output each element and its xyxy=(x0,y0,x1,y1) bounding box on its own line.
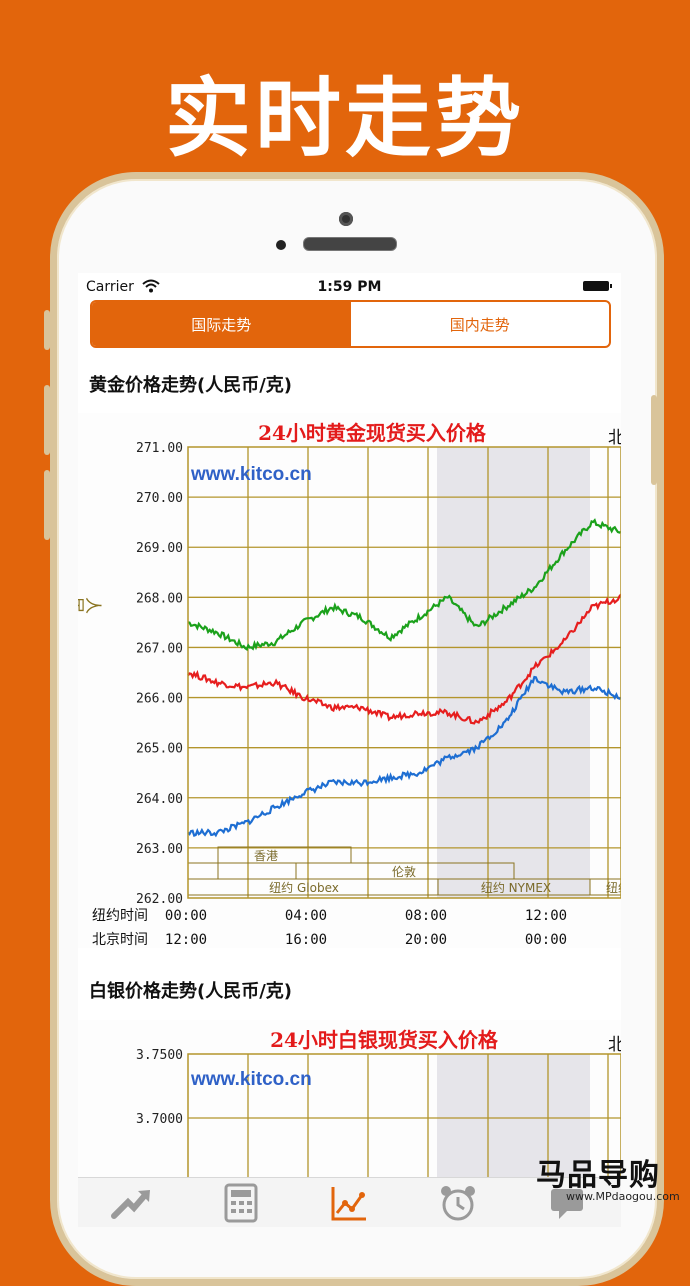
gold-x-tick: 04:00 xyxy=(285,908,327,924)
gold-y-tick: 268.00 xyxy=(136,591,183,606)
gold-market-session-box xyxy=(589,878,621,896)
gold-chart-ylabel: 人民币/克 xyxy=(78,593,102,614)
proximity-sensor xyxy=(276,240,286,250)
silver-chart-frame xyxy=(187,1053,621,1180)
gold-y-tick: 267.00 xyxy=(136,641,183,656)
gold-y-tick: 269.00 xyxy=(136,541,183,556)
gold-x-tick: 12:00 xyxy=(165,932,207,948)
gold-x-tick: 00:00 xyxy=(525,932,567,948)
gold-market-session-box xyxy=(217,846,352,864)
line-chart-icon xyxy=(331,1187,367,1221)
gold-market-session-label: 纽约 NYMEX xyxy=(481,880,551,895)
promo-headline: 实时走势 xyxy=(165,69,525,169)
phone-volume-down xyxy=(44,470,50,540)
tab-international-trend[interactable]: 国际走势 xyxy=(92,302,351,346)
gold-x-tick: 12:00 xyxy=(525,908,567,924)
earpiece-speaker xyxy=(303,237,397,251)
gold-x-tick: 00:00 xyxy=(165,908,207,924)
gold-market-session-label: 香港 xyxy=(254,849,278,863)
silver-chart-title: 24小时白银现货买入价格 xyxy=(270,1028,499,1052)
trend-arrow-icon xyxy=(111,1190,151,1219)
gold-section-title: 黄金价格走势(人民币/克) xyxy=(89,375,293,396)
gold-series-line xyxy=(187,593,621,725)
silver-y-tick: 3.7000 xyxy=(136,1112,183,1127)
silver-chart-shaded-session xyxy=(437,1054,590,1180)
front-camera xyxy=(339,212,353,226)
phone-volume-up xyxy=(44,385,50,455)
gold-y-tick: 271.00 xyxy=(136,441,183,456)
gold-market-session-label: 纽约 Globex xyxy=(269,880,339,895)
phone-power-button xyxy=(651,395,657,485)
gold-y-tick: 263.00 xyxy=(136,842,183,857)
gold-x-tick: 08:00 xyxy=(405,908,447,924)
gold-x-row-label: 北京时间 xyxy=(92,932,148,948)
battery-icon xyxy=(583,281,612,291)
silver-price-chart: 24小时白银现货买入价格 北 www.kitco.cn 3.7500 3.700… xyxy=(78,1020,621,1180)
gold-y-tick: 266.00 xyxy=(136,692,183,707)
phone-side-button xyxy=(44,310,50,350)
carrier-label: Carrier xyxy=(86,279,134,295)
app-screen: Carrier 1:59 PM 国际走势 国内走势 黄金价格走势(人民币/克) … xyxy=(78,273,621,1227)
gold-chart-corner-label: 北 xyxy=(608,428,621,448)
wifi-icon xyxy=(142,279,160,293)
silver-section-title: 白银价格走势(人民币/克) xyxy=(89,981,293,1002)
gold-y-tick: 262.00 xyxy=(136,892,183,907)
silver-chart-svg: 24小时白银现货买入价格 北 www.kitco.cn 3.7500 3.700… xyxy=(136,1028,621,1180)
gold-chart-shaded-session xyxy=(437,447,590,898)
tab-alarm[interactable] xyxy=(404,1178,513,1227)
gold-y-tick: 264.00 xyxy=(136,792,183,807)
gold-chart-title: 24小时黄金现货买入价格 xyxy=(258,421,487,445)
watermark-url: www.MPdaogou.com xyxy=(566,1190,680,1203)
silver-chart-site-label: www.kitco.cn xyxy=(190,1069,312,1090)
gold-chart-frame xyxy=(187,446,621,899)
gold-x-tick: 20:00 xyxy=(405,932,447,948)
alarm-clock-icon xyxy=(441,1186,476,1221)
message-icon xyxy=(550,1189,583,1219)
gold-y-tick: 265.00 xyxy=(136,742,183,757)
tab-messages[interactable] xyxy=(512,1178,621,1227)
tab-trend[interactable] xyxy=(78,1178,187,1227)
gold-x-tick: 16:00 xyxy=(285,932,327,948)
bottom-tab-bar xyxy=(78,1177,621,1227)
gold-series-line xyxy=(187,518,621,651)
calculator-icon xyxy=(224,1183,258,1223)
tab-calculator[interactable] xyxy=(187,1178,296,1227)
gold-x-row-label: 纽约时间 xyxy=(92,908,148,924)
gold-market-session-label: 伦敦 xyxy=(392,864,416,879)
silver-y-tick: 3.7500 xyxy=(136,1048,183,1063)
status-time: 1:59 PM xyxy=(317,279,382,295)
gold-y-tick: 270.00 xyxy=(136,491,183,506)
market-segmented-control: 国际走势 国内走势 xyxy=(90,300,611,348)
gold-market-session-label: 纽约 xyxy=(606,880,621,895)
gold-series-line xyxy=(187,675,621,838)
gold-chart-site-label: www.kitco.cn xyxy=(190,464,312,485)
silver-chart-corner-label: 北 xyxy=(608,1035,621,1055)
watermark-title: 马品导购 xyxy=(536,1158,660,1193)
status-bar: Carrier 1:59 PM xyxy=(78,273,621,299)
tab-domestic-trend[interactable]: 国内走势 xyxy=(449,315,510,334)
watermark: 马品导购 www.MPdaogou.com xyxy=(536,1150,686,1210)
gold-market-session-box xyxy=(187,862,219,880)
tab-line-chart[interactable] xyxy=(295,1178,404,1227)
